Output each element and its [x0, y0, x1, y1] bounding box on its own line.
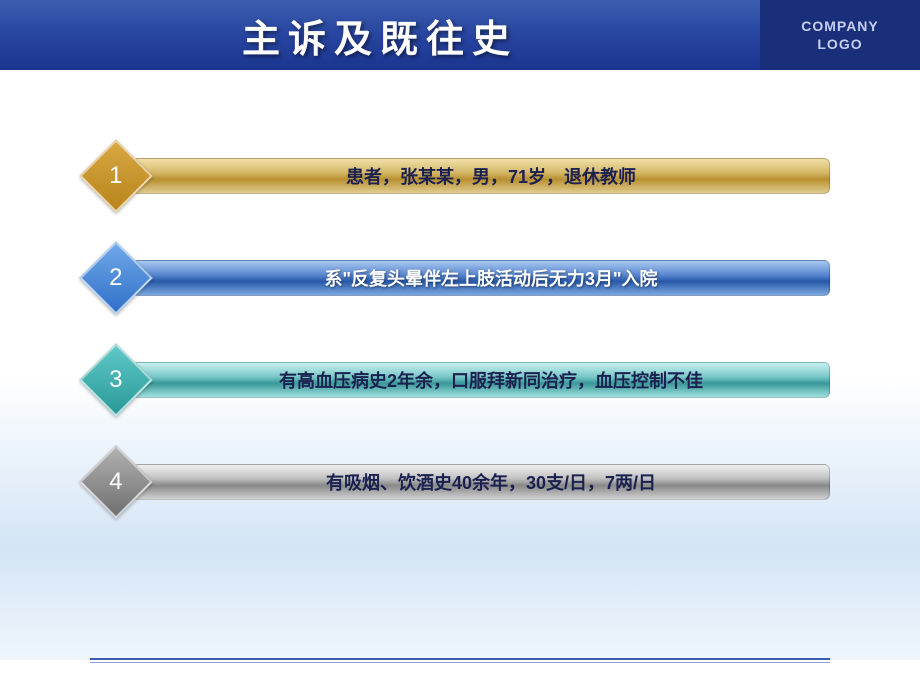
list-item-4: 4 有吸烟、饮酒史40余年，30支/日，7两/日	[90, 456, 830, 508]
company-logo-box: COMPANY LOGO	[760, 0, 920, 70]
footer-divider	[90, 658, 830, 660]
item-number-1: 1	[109, 162, 122, 190]
item-bar-3: 有高血压病史2年余，口服拜新同治疗，血压控制不佳	[132, 362, 830, 398]
item-bar-1: 患者，张某某，男，71岁，退休教师	[132, 158, 830, 194]
slide-title: 主诉及既往史	[242, 8, 518, 63]
slide-header: 主诉及既往史 COMPANY LOGO	[0, 0, 920, 70]
diamond-marker-2: 2	[79, 241, 153, 315]
title-bar: 主诉及既往史	[0, 0, 760, 70]
item-bar-4: 有吸烟、饮酒史40余年，30支/日，7两/日	[132, 464, 830, 500]
list-item-1: 1 患者，张某某，男，71岁，退休教师	[90, 150, 830, 202]
item-text-3: 有高血压病史2年余，口服拜新同治疗，血压控制不佳	[279, 367, 703, 393]
list-item-3: 3 有高血压病史2年余，口服拜新同治疗，血压控制不佳	[90, 354, 830, 406]
list-item-2: 2 系"反复头晕伴左上肢活动后无力3月"入院	[90, 252, 830, 304]
item-number-2: 2	[109, 264, 122, 292]
slide-content: 1 患者，张某某，男，71岁，退休教师 2 系"反复头晕伴左上肢活动后无力3月"…	[0, 70, 920, 508]
logo-text-line1: COMPANY	[801, 17, 879, 35]
item-number-3: 3	[109, 366, 122, 394]
item-bar-2: 系"反复头晕伴左上肢活动后无力3月"入院	[132, 260, 830, 296]
item-text-1: 患者，张某某，男，71岁，退休教师	[346, 163, 636, 189]
item-number-4: 4	[109, 468, 122, 496]
item-text-2: 系"反复头晕伴左上肢活动后无力3月"入院	[324, 265, 657, 291]
diamond-marker-3: 3	[79, 343, 153, 417]
item-text-4: 有吸烟、饮酒史40余年，30支/日，7两/日	[326, 469, 656, 495]
diamond-marker-1: 1	[79, 139, 153, 213]
diamond-marker-4: 4	[79, 445, 153, 519]
logo-text-line2: LOGO	[817, 35, 862, 53]
